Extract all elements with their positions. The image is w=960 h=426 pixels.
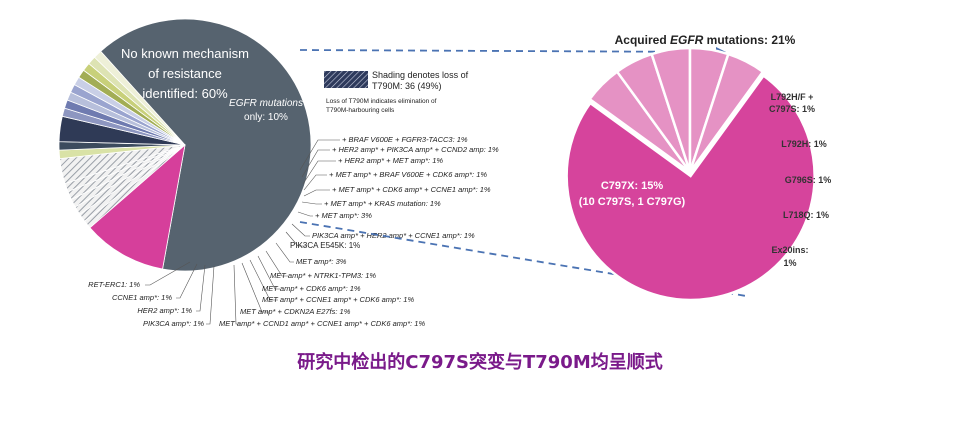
- slice-ret-erc1-1: [93, 50, 186, 146]
- label-met-ccne1-cdk6: MET amp* + CCNE1 amp* + CDK6 amp*: 1%: [262, 295, 414, 304]
- slice-ex20ins-1: [688, 52, 765, 173]
- chinese-caption: 研究中检出的C797S突变与T790M均呈顺式: [297, 352, 663, 373]
- egfr-only-label-line-2: only: 10%: [244, 112, 288, 123]
- no-known-label-line-2: of resistance: [148, 66, 222, 81]
- l792h-label: L792H: 1%: [781, 139, 827, 149]
- shading-note-1: Loss of T790M indicates elimination of: [326, 98, 437, 105]
- left-pie-leaders: [145, 139, 340, 325]
- left-pie-chart: [58, 18, 312, 272]
- slice-no-known-mechanism-of-resistance-identified-60: [100, 18, 312, 272]
- label-pik3ca-amp: PIK3CA amp*: 1%: [143, 319, 204, 328]
- no-known-label-line-3: identified: 60%: [142, 86, 228, 101]
- label-her2-amp: HER2 amp*: 1%: [137, 306, 192, 315]
- label-her2-pik3ca-ccnd2: + HER2 amp* + PIK3CA amp* + CCND2 amp: 1…: [332, 145, 499, 154]
- label-met-amp-3: + MET amp*: 3%: [315, 211, 372, 220]
- label-met-cdk6-ccne1: + MET amp* + CDK6 amp* + CCNE1 amp*: 1%: [332, 185, 491, 194]
- egfr-only-label-line-1: EGFR mutations: [229, 98, 303, 109]
- shading-legend-swatch: [324, 71, 368, 88]
- left-pie-labels: + BRAF V600E + FGFR3-TACC3: 1% + HER2 am…: [88, 135, 499, 328]
- label-pik3ca-e545k: PIK3CA E545K: 1%: [290, 241, 360, 250]
- label-met-ccnd1-ccne1-cdk6: MET amp* + CCND1 amp* + CCNE1 amp* + CDK…: [219, 319, 425, 328]
- label-met-kras: + MET amp* + KRAS mutation: 1%: [324, 199, 441, 208]
- ex20-label-2: 1%: [783, 258, 796, 268]
- slice-c797x-15-10-c797s-1-c797g: [565, 73, 816, 302]
- label-met-cdkn2a: MET amp* + CDKN2A E27fs: 1%: [240, 307, 351, 316]
- label-met-cdk6: MET amp* + CDK6 amp*: 1%: [262, 284, 361, 293]
- label-pik3ca-her2-ccne1: PIK3CA amp* + HER2 amp* + CCNE1 amp*: 1%: [312, 231, 475, 240]
- c797x-label-1: C797X: 15%: [601, 180, 664, 192]
- no-known-label-line-1: No known mechanism: [121, 46, 249, 61]
- slice-egfr-mutations-only-10: [89, 143, 186, 270]
- label-ccne1-amp: CCNE1 amp*: 1%: [112, 293, 172, 302]
- label-met-ntrk1: MET amp* + NTRK1-TPM3: 1%: [270, 271, 376, 280]
- ex20-label-1: Ex20ins:: [771, 245, 808, 255]
- l792hf-label-2: C797S: 1%: [769, 104, 815, 114]
- connector-top: [299, 49, 717, 53]
- c797x-label-2: (10 C797S, 1 C797G): [579, 196, 686, 208]
- g796s-label: G796S: 1%: [785, 175, 832, 185]
- shading-note-2: T790M-harbouring cells: [326, 107, 395, 114]
- label-her2-met: + HER2 amp* + MET amp*: 1%: [338, 156, 443, 165]
- right-pie-chart: [565, 46, 816, 302]
- label-met-amp-3-solid: MET amp*: 3%: [296, 257, 347, 266]
- right-pie-title: Acquired EGFR mutations: 21%: [615, 33, 796, 47]
- label-braf-fgfr3: + BRAF V600E + FGFR3-TACC3: 1%: [342, 135, 468, 144]
- shading-legend-text-1: Shading denotes loss of: [372, 70, 469, 80]
- label-ret-erc1: RET-ERC1: 1%: [88, 280, 140, 289]
- l792hf-label-1: L792H/F +: [771, 92, 814, 102]
- shading-legend-text-2: T790M: 36 (49%): [372, 81, 442, 91]
- l718q-label: L718Q: 1%: [783, 210, 829, 220]
- label-met-braf-cdk6: + MET amp* + BRAF V600E + CDK6 amp*: 1%: [329, 170, 487, 179]
